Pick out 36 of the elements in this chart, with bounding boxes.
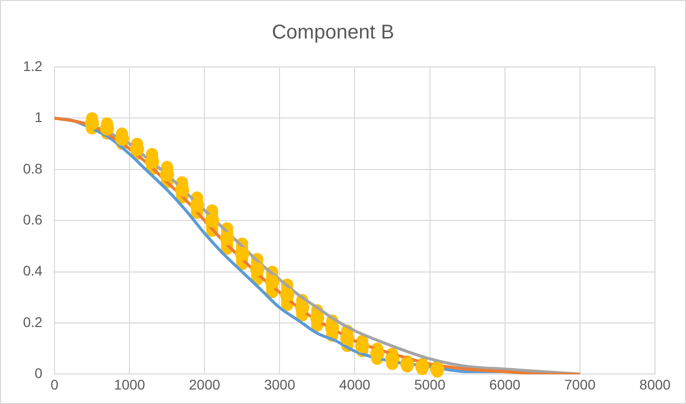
point <box>175 182 190 197</box>
x-tick-label: 0 <box>50 376 59 392</box>
point <box>295 300 310 315</box>
point <box>160 168 174 182</box>
x-tick-label: 3000 <box>264 376 296 392</box>
x-tick-label: 2000 <box>189 376 220 392</box>
y-tick-label: 0.4 <box>22 262 43 279</box>
y-tick-label: 1.2 <box>22 58 43 74</box>
y-tick-label: 0.2 <box>22 314 43 330</box>
x-tick-label: 6000 <box>489 376 521 392</box>
x-tick-label: 8000 <box>639 376 671 392</box>
point <box>235 246 250 261</box>
y-tick-label: 0 <box>34 365 43 382</box>
point <box>265 275 280 290</box>
y-tick-label: 0.8 <box>22 160 43 176</box>
point <box>220 232 234 246</box>
point <box>250 262 264 276</box>
y-tick-label: 0.6 <box>22 211 43 228</box>
point <box>385 352 400 366</box>
point <box>310 310 324 325</box>
point <box>355 339 370 354</box>
point <box>145 154 160 169</box>
x-tick-label: 7000 <box>564 376 596 392</box>
y-tick-label: 1 <box>34 109 43 126</box>
x-tick-label: 1000 <box>114 376 146 392</box>
point <box>190 198 204 212</box>
point <box>130 142 144 156</box>
point <box>280 288 294 302</box>
chart-title: Component B <box>272 22 394 44</box>
point <box>340 331 354 346</box>
line-series <box>54 116 582 374</box>
point <box>370 346 384 361</box>
x-tick-label: 5000 <box>414 376 446 392</box>
x-tick-label: 4000 <box>339 376 371 392</box>
point <box>430 362 444 374</box>
point <box>205 214 220 228</box>
